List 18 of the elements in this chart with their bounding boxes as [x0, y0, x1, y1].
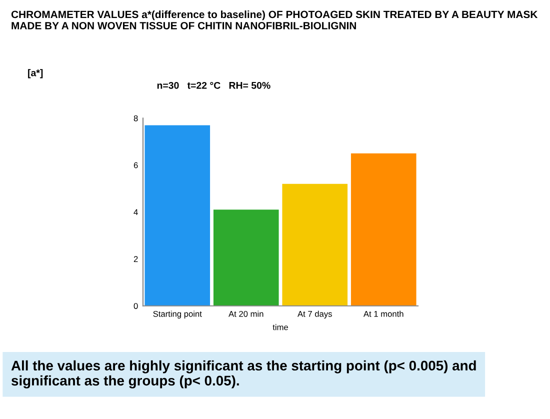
y-tick-label: 2: [134, 256, 138, 262]
chart-title: CHROMAMETER VALUES a*(difference to baseline) OF PHOTOAGED SKIN TREATED BY A BEAUTY MASK MADE BY A NON WOVEN TISSUE OF CHITIN NANOFIBRIL-BIOLIGNIN: [11, 10, 538, 30]
bar: [350, 153, 416, 306]
text: All the values are highly significant as the starting point (p< 0.005) and significant as the groups (p< 0.05).: [11, 360, 476, 388]
y-tick-label: 6: [134, 162, 138, 168]
x-tick-label: At 7 days: [298, 310, 332, 318]
x-tick-label: Starting point: [153, 310, 202, 318]
bar: [213, 210, 279, 306]
y-tick-label: 0: [134, 303, 138, 309]
y-tick-label: 4: [134, 209, 138, 216]
y-tick-label: 8: [134, 115, 138, 122]
chart-subtitle: n=30 t=22 °C RH= 50%: [157, 82, 270, 89]
x-axis-title: time: [272, 324, 288, 330]
bar: [282, 184, 348, 306]
bar: [144, 125, 210, 306]
x-tick-label: At 1 month: [363, 310, 404, 317]
x-tick-label: At 20 min: [228, 310, 264, 317]
text: [a*]: [28, 69, 43, 78]
